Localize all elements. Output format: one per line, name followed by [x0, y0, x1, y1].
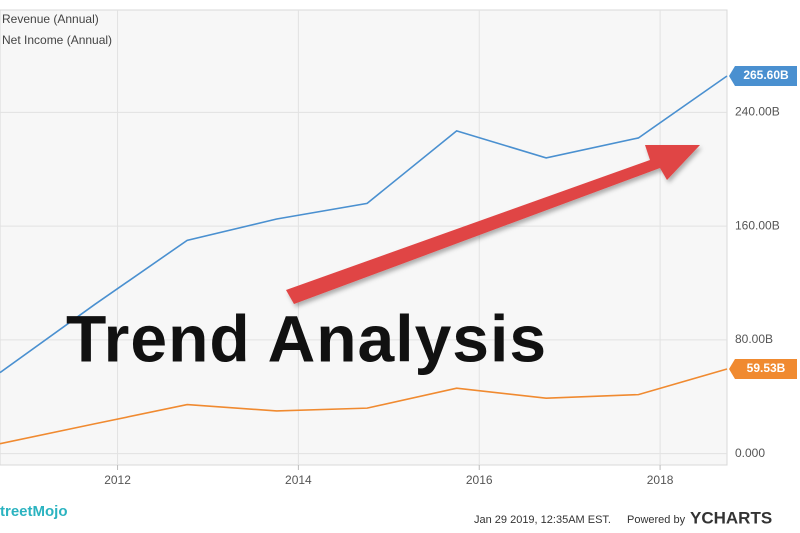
y-tick-label: 0.000: [735, 446, 765, 460]
y-tick-label: 240.00B: [735, 105, 780, 119]
x-tick-label: 2018: [647, 473, 674, 487]
value-label-box: [729, 65, 797, 86]
x-tick-label: 2012: [104, 473, 131, 487]
brand: YCHARTS: [690, 508, 772, 527]
series-line: [0, 75, 728, 374]
y-tick-label: 160.00B: [735, 218, 780, 232]
legend-entry: Net Income (Annual): [2, 33, 112, 47]
lines: [0, 75, 728, 445]
x-tick-label: 2016: [466, 473, 493, 487]
watermark: treetMojo: [0, 503, 68, 520]
grid: [0, 10, 727, 465]
y-tick-label: 80.00B: [735, 332, 773, 346]
credit: Powered by: [627, 514, 686, 526]
timestamp: Jan 29 2019, 12:35AM EST.: [474, 514, 611, 526]
x-tick-label: 2014: [285, 473, 312, 487]
trend-arrow: [286, 145, 700, 304]
legend-entry: Revenue (Annual): [2, 12, 99, 26]
value-label: 265.60B: [743, 68, 789, 82]
plot-area: [0, 9, 728, 466]
annotation: Trend Analysis: [66, 301, 547, 375]
series-line: [0, 368, 728, 445]
value-label: 59.53B: [747, 361, 786, 375]
value-label-box: [729, 358, 797, 379]
